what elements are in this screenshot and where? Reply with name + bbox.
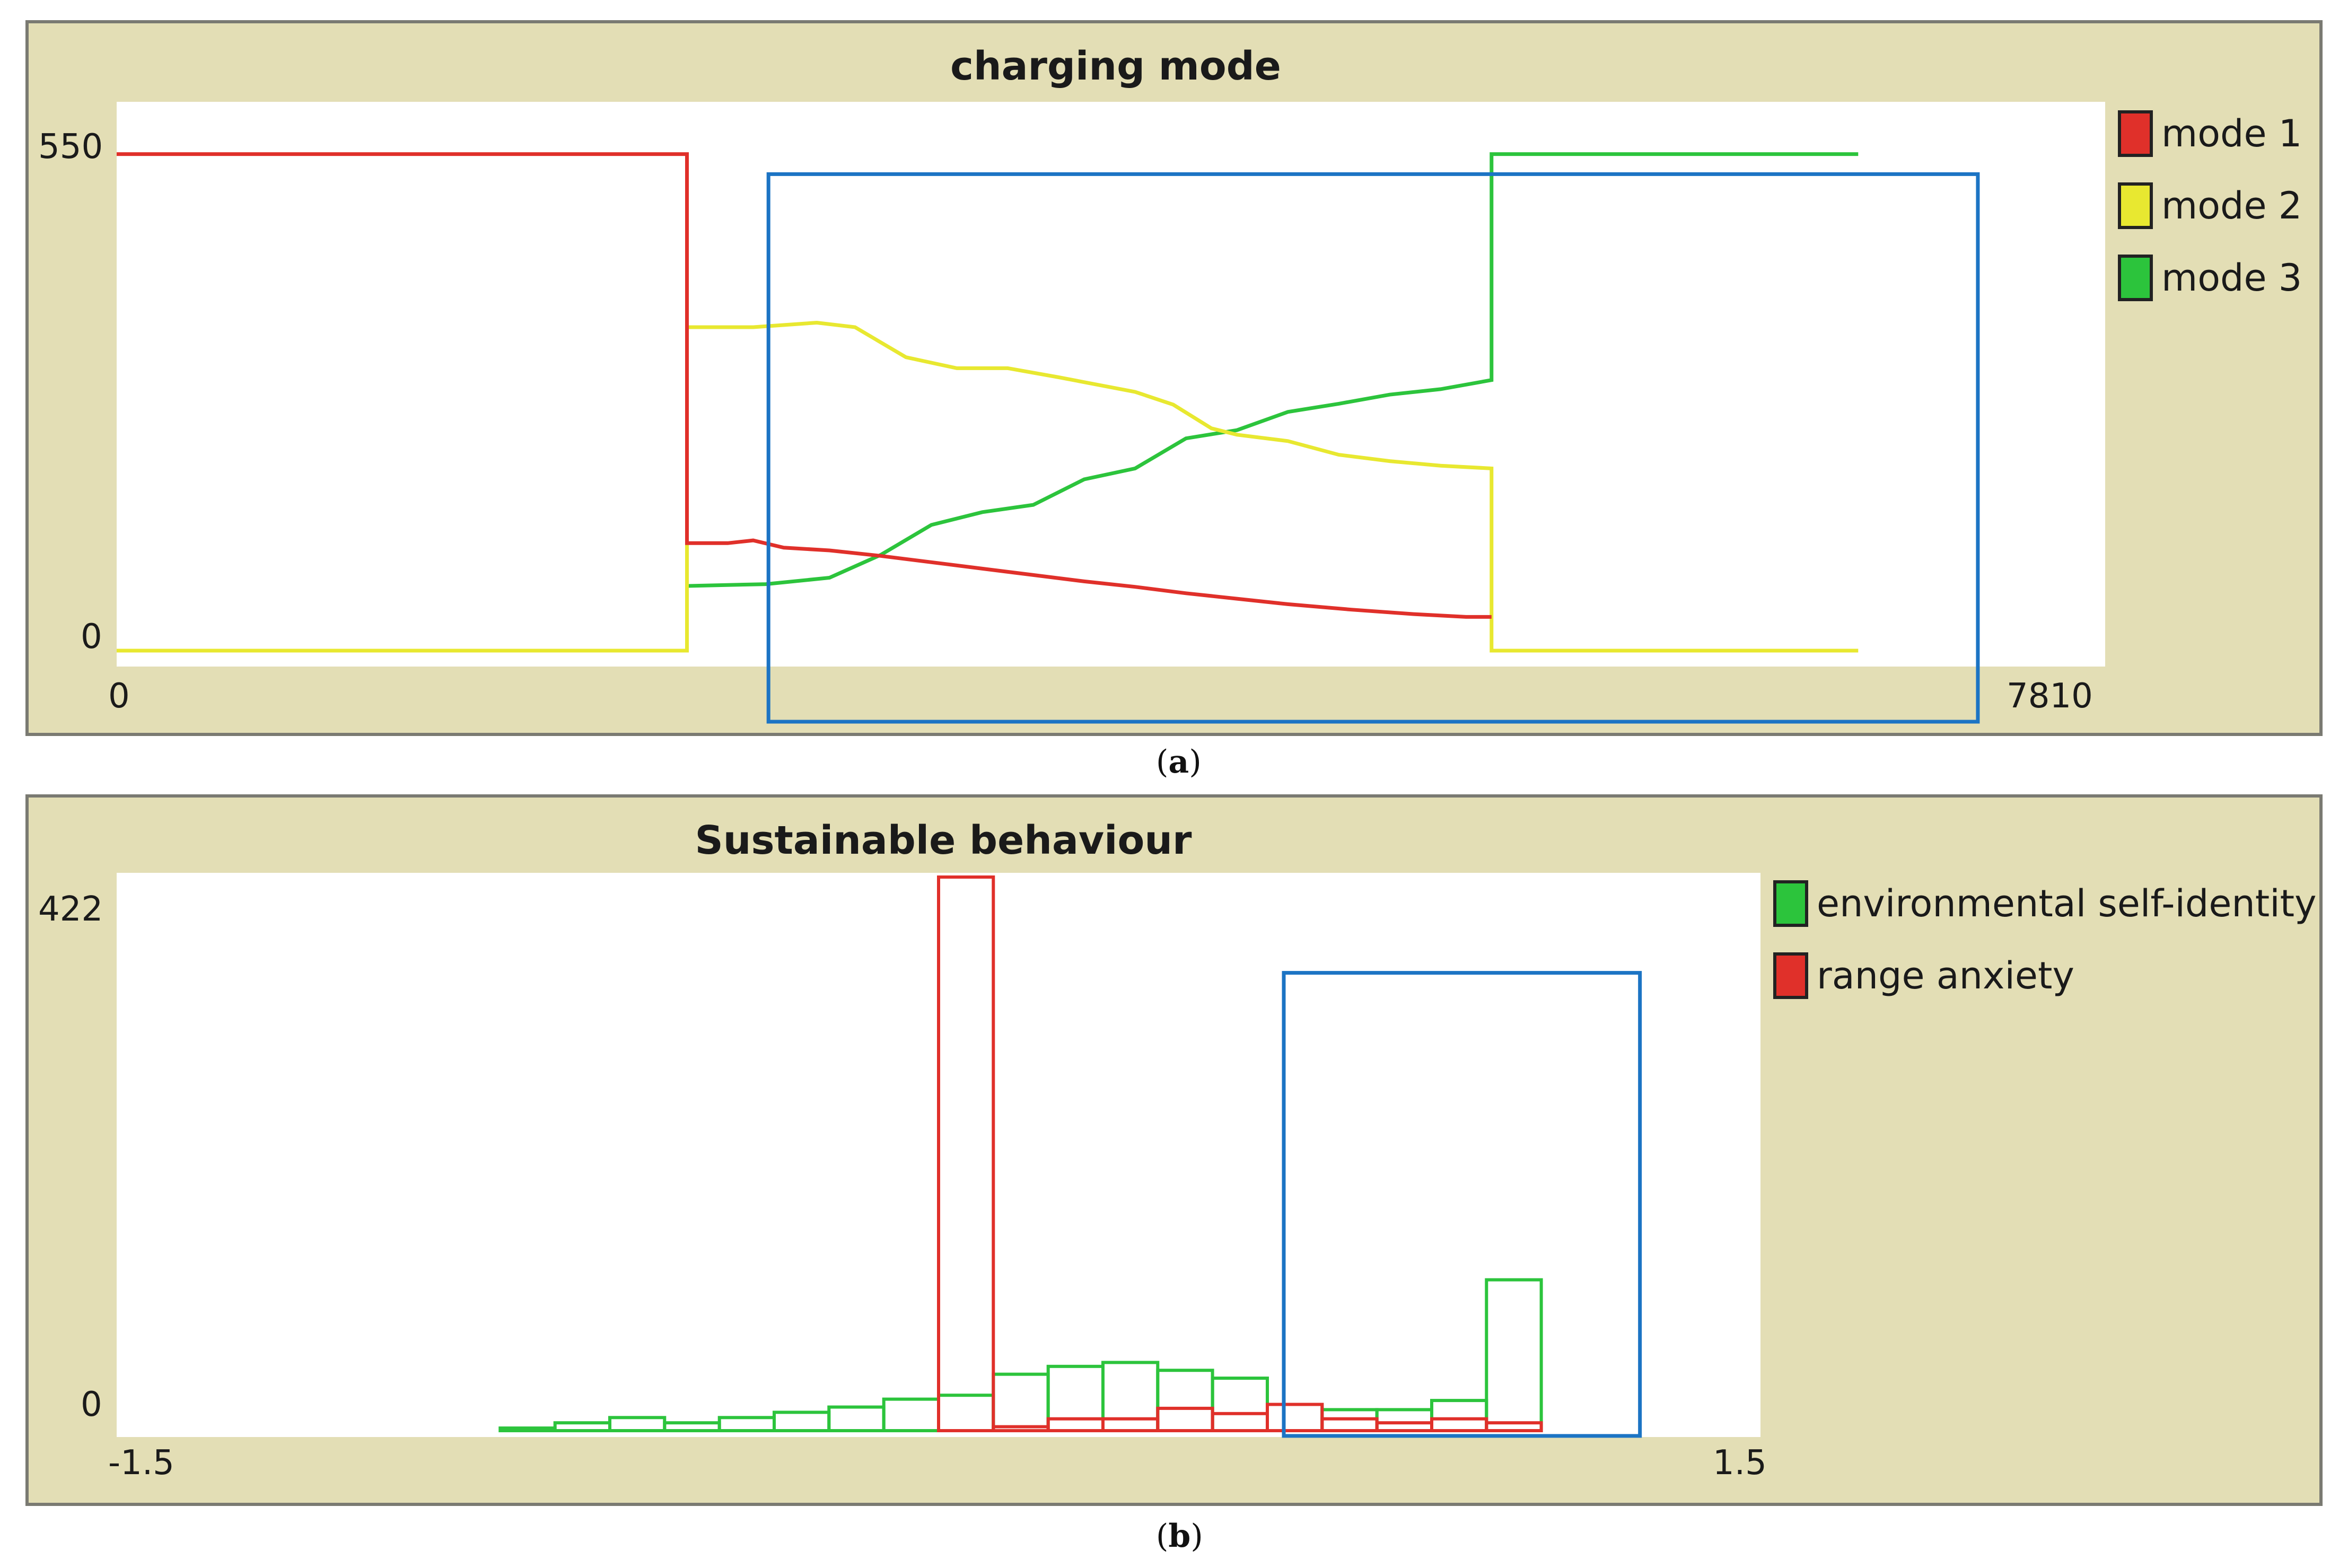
bar-environmental-self-identity	[498, 1426, 557, 1432]
x-tick-min: 0	[108, 677, 130, 716]
caption-letter: b	[1168, 1518, 1191, 1555]
legend: environmental self-identity range anxiet…	[1773, 868, 2317, 1012]
legend: mode 1 mode 2 mode 3	[2118, 98, 2302, 314]
bar-environmental-self-identity	[1156, 1369, 1214, 1433]
bar-environmental-self-identity	[1375, 1408, 1433, 1433]
bar-range-anxiety	[1156, 1406, 1214, 1433]
bar-environmental-self-identity	[717, 1416, 776, 1433]
histogram-plot	[498, 875, 1642, 1438]
plot-area	[117, 102, 2105, 724]
legend-label: environmental self-identity	[1817, 882, 2317, 925]
caption-b: (b)	[1156, 1518, 1203, 1555]
bar-range-anxiety	[992, 1425, 1050, 1432]
x-tick-min: -1.5	[108, 1443, 174, 1483]
chart-title: charging mode	[950, 43, 1281, 89]
y-tick-max: 550	[38, 127, 103, 167]
line-plot	[117, 152, 1980, 724]
caption-open: (	[1156, 743, 1169, 781]
legend-label: mode 1	[2161, 112, 2302, 155]
legend-swatch	[2118, 182, 2153, 229]
bar-range-anxiety	[1320, 1417, 1379, 1432]
legend-label: mode 3	[2161, 256, 2302, 300]
y-tick-min: 0	[81, 1385, 102, 1424]
caption-a: (a)	[1156, 743, 1202, 781]
bar-range-anxiety	[1101, 1417, 1160, 1432]
legend-swatch	[1773, 880, 1808, 927]
legend-swatch	[2118, 110, 2153, 157]
bar-environmental-self-identity	[1430, 1399, 1488, 1432]
bar-range-anxiety	[1266, 1403, 1324, 1432]
bar-range-anxiety	[937, 875, 995, 1432]
legend-label: mode 2	[2161, 184, 2302, 227]
series-line-mode-1	[117, 152, 1492, 619]
legend-item-mode-1: mode 1	[2118, 98, 2302, 170]
highlight-box	[1282, 971, 1642, 1438]
x-tick-max: 7810	[2007, 677, 2093, 716]
bar-environmental-self-identity	[608, 1416, 667, 1433]
bar-range-anxiety	[1430, 1417, 1488, 1432]
legend-swatch	[2118, 255, 2153, 301]
legend-item-mode-2: mode 2	[2118, 170, 2302, 242]
legend-swatch	[1773, 952, 1808, 999]
series-line-mode-3	[117, 152, 1859, 653]
caption-open: (	[1156, 1518, 1169, 1555]
bar-range-anxiety	[1375, 1421, 1433, 1432]
bar-range-anxiety	[1211, 1412, 1269, 1432]
bar-environmental-self-identity	[1101, 1361, 1160, 1433]
bar-environmental-self-identity	[663, 1421, 721, 1432]
bar-environmental-self-identity	[1211, 1377, 1269, 1432]
caption-close: )	[1189, 743, 1202, 781]
bar-environmental-self-identity	[827, 1405, 886, 1432]
bar-range-anxiety	[1046, 1417, 1105, 1432]
bar-environmental-self-identity	[992, 1372, 1050, 1432]
legend-item-environmental-self-identity: environmental self-identity	[1773, 868, 2317, 940]
bar-range-anxiety	[1485, 1421, 1543, 1432]
y-tick-min: 0	[81, 617, 102, 656]
bar-environmental-self-identity	[1485, 1278, 1543, 1432]
chart-panel-charging-mode: charging mode 550 0 0 7810 mode 1 mode 2…	[25, 20, 2323, 736]
bar-environmental-self-identity	[773, 1411, 831, 1433]
caption-close: )	[1190, 1518, 1203, 1555]
legend-item-mode-3: mode 3	[2118, 242, 2302, 314]
bar-environmental-self-identity	[937, 1394, 995, 1433]
legend-label: range anxiety	[1817, 954, 2074, 997]
bar-environmental-self-identity	[1046, 1364, 1105, 1432]
chart-panel-sustainable-behaviour: Sustainable behaviour 422 0 -1.5 1.5 env…	[25, 794, 2323, 1506]
chart-title: Sustainable behaviour	[695, 818, 1192, 863]
caption-letter: a	[1168, 743, 1189, 781]
highlight-box	[766, 172, 1980, 724]
plot-area	[117, 873, 1760, 1438]
bar-environmental-self-identity	[553, 1421, 612, 1432]
legend-item-range-anxiety: range anxiety	[1773, 940, 2317, 1012]
series-line-mode-2	[117, 320, 1859, 653]
x-tick-max: 1.5	[1713, 1443, 1767, 1483]
y-tick-max: 422	[38, 890, 103, 929]
bar-environmental-self-identity	[1266, 1403, 1324, 1432]
bar-environmental-self-identity	[882, 1397, 940, 1432]
